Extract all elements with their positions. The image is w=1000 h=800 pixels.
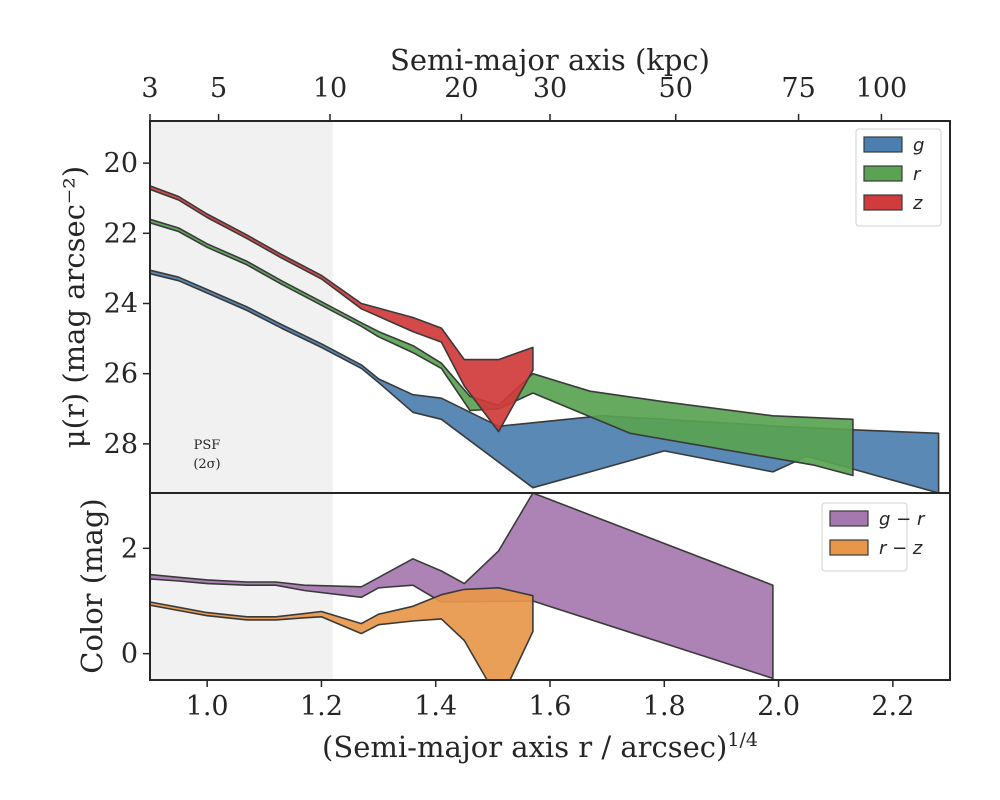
legend-swatch (863, 136, 903, 153)
y-axis-ticks-top: 20 22 24 26 28 (104, 148, 150, 460)
band-z (149, 185, 534, 433)
top-tick-label: 10 (313, 73, 347, 104)
top-x-axis-title: Semi-major axis (kpc) (390, 43, 710, 77)
x-axis-title-text: (Semi-major axis r / arcsec) (322, 730, 727, 764)
color-panel: 02 1.0 1.2 1.4 1.6 1.8 2.0 2.2 g − rr − z (121, 492, 926, 722)
psf-label: PSF (194, 438, 221, 453)
psf-sigma-label: (2σ) (193, 457, 220, 472)
x-axis-title-superscript: 1/4 (727, 729, 758, 751)
y-tick-label: 0 (121, 639, 138, 670)
x-tick-label: 1.0 (186, 691, 229, 722)
legend-swatch (829, 510, 869, 527)
top-tick-label: 30 (533, 73, 567, 104)
y-axis-title-top: μ(r) (mag arcsec⁻²) (57, 166, 91, 448)
y-axis-ticks-bottom: 02 (121, 533, 150, 670)
surface-brightness-panel: PSF (2σ) 20 22 24 26 28 3 5 10 20 30 50 75 100 grz (104, 73, 942, 494)
top-x-axis-ticks: 3 5 10 20 30 50 75 100 (141, 73, 907, 121)
top-tick-label: 100 (856, 73, 908, 104)
frame-bottom (149, 492, 951, 681)
legend-swatch (863, 194, 903, 211)
legend-swatch (863, 165, 903, 182)
legend-bands: grz (855, 128, 942, 227)
x-tick-label: 1.8 (643, 691, 686, 722)
top-tick-label: 75 (781, 73, 815, 104)
x-tick-label: 1.6 (529, 691, 572, 722)
x-tick-label: 1.2 (300, 691, 343, 722)
top-tick-label: 20 (444, 73, 478, 104)
y-tick-label: 26 (104, 359, 138, 390)
top-tick-label: 3 (141, 73, 158, 104)
x-tick-label: 1.4 (414, 691, 457, 722)
y-tick-label: 22 (104, 218, 138, 249)
y-tick-label: 2 (121, 533, 138, 564)
legend-label: r − z (879, 538, 923, 559)
color-series (149, 492, 774, 681)
legend-label: r (913, 164, 922, 185)
legend-swatch (829, 539, 869, 556)
band-r (149, 218, 854, 477)
top-tick-label: 5 (210, 73, 227, 104)
legend-label: z (912, 193, 923, 214)
legend-colors: g − r r − z (821, 502, 926, 572)
y-tick-label: 24 (104, 288, 138, 319)
x-axis-ticks: 1.0 1.2 1.4 1.6 1.8 2.0 2.2 (186, 680, 914, 722)
legend-label: g (913, 135, 924, 156)
top-tick-label: 50 (659, 73, 693, 104)
band-r−z (149, 586, 534, 681)
legend-label: g − r (879, 509, 926, 530)
y-tick-label: 28 (104, 429, 138, 460)
y-tick-label: 20 (104, 148, 138, 179)
y-axis-title-bottom: Color (mag) (75, 498, 109, 673)
x-tick-label: 2.2 (871, 691, 914, 722)
band-g−r (149, 492, 774, 680)
x-axis-title: (Semi-major axis r / arcsec)1/4 (322, 729, 758, 764)
x-tick-label: 2.0 (757, 691, 800, 722)
